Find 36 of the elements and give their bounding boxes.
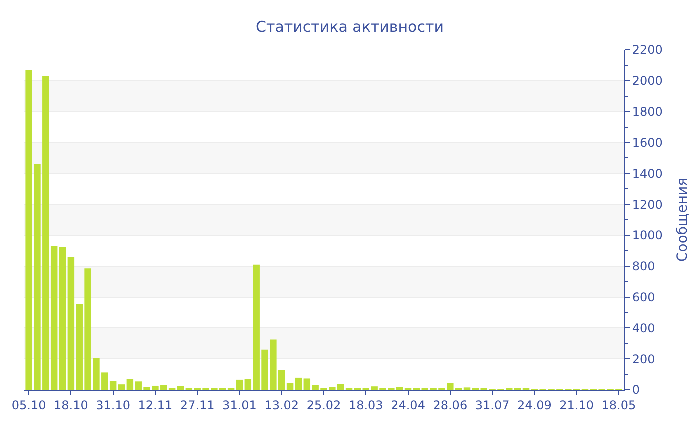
x-tick-label: 24.09 bbox=[517, 398, 552, 412]
y-axis-title: Сообщения bbox=[675, 178, 692, 262]
x-tick-label: 18.05 bbox=[602, 398, 636, 412]
y-tick-label: 0 bbox=[632, 383, 640, 398]
x-tick-label: 05.10 bbox=[12, 398, 46, 412]
y-tick-label: 400 bbox=[632, 321, 656, 336]
x-tick-label: 31.07 bbox=[475, 398, 510, 412]
x-tick-label: 21.10 bbox=[560, 398, 594, 412]
y-tick-label: 800 bbox=[632, 260, 656, 274]
y-tick-label: 1600 bbox=[632, 136, 663, 150]
y-tick-label: 1400 bbox=[632, 166, 663, 181]
bar bbox=[118, 384, 126, 390]
x-tick-label: 31.01 bbox=[222, 398, 257, 412]
y-tick-label: 1800 bbox=[632, 105, 663, 120]
x-tick-label: 12.11 bbox=[138, 398, 173, 412]
bar bbox=[59, 247, 66, 390]
x-tick-label: 31.10 bbox=[96, 398, 131, 412]
x-tick-label: 28.06 bbox=[433, 398, 468, 412]
chart-title: Статистика активности bbox=[256, 18, 444, 36]
x-tick-label: 18.10 bbox=[54, 398, 88, 412]
y-tick-label: 600 bbox=[632, 290, 656, 304]
x-tick-label: 13.02 bbox=[264, 398, 300, 412]
x-tick-label: 18.03 bbox=[348, 398, 384, 412]
x-tick-label: 25.02 bbox=[306, 398, 342, 412]
x-tick-label: 27.11 bbox=[180, 398, 215, 412]
y-tick-label: 1000 bbox=[632, 228, 663, 243]
bar bbox=[177, 386, 184, 390]
bar bbox=[236, 380, 244, 390]
bar bbox=[295, 378, 302, 390]
y-tick-label: 200 bbox=[632, 352, 656, 366]
x-tick-label: 24.04 bbox=[391, 398, 426, 412]
y-tick-label: 2200 bbox=[632, 43, 663, 58]
bar bbox=[286, 383, 294, 390]
bar bbox=[68, 257, 75, 390]
y-tick-label: 1200 bbox=[632, 198, 663, 212]
y-tick-label: 2000 bbox=[632, 74, 663, 88]
